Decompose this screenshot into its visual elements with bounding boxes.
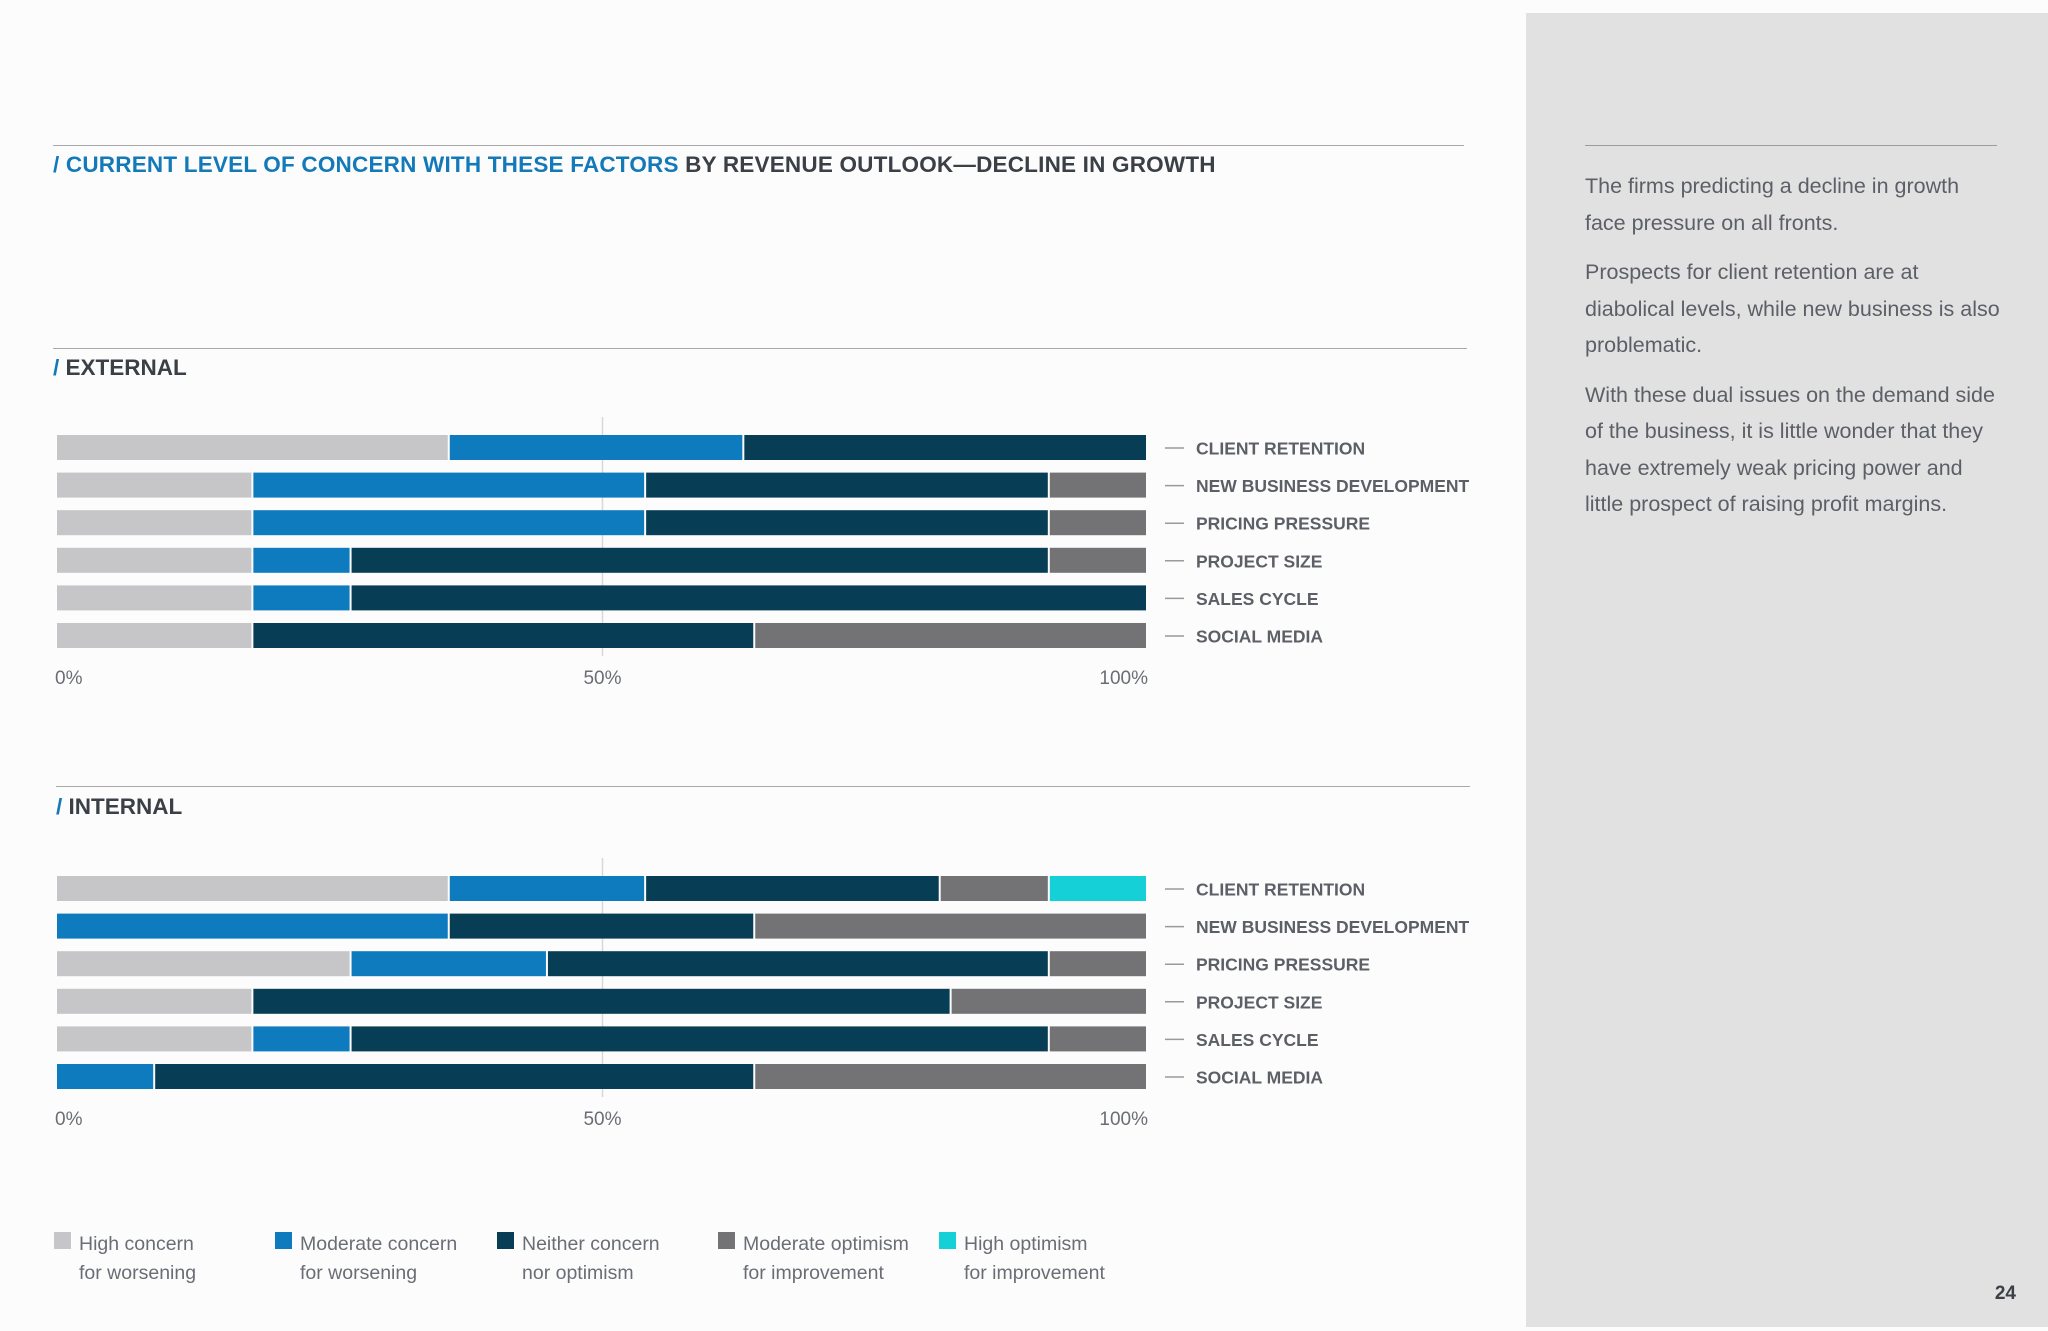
bar-segment-social-media-neither (253, 623, 754, 648)
internal-section-title: / INTERNAL (56, 794, 182, 820)
bar-segment-client-retention-neither (744, 435, 1146, 460)
bar-segment-sales-cycle-neither (351, 585, 1146, 611)
side-panel (1526, 13, 2048, 1327)
tick-label: 0% (55, 1109, 83, 1130)
bar-segment-pricing-pressure-moderate-concern (351, 951, 546, 977)
category-label-sales-cycle: SALES CYCLE (1196, 1030, 1319, 1050)
bar-segment-social-media-neither (155, 1064, 754, 1089)
internal-label: INTERNAL (68, 794, 183, 819)
bar-segment-pricing-pressure-high-concern (57, 951, 350, 977)
legend-swatch-high-concern (54, 1232, 71, 1249)
bar-segment-social-media-moderate-optimism (755, 1064, 1146, 1089)
bar-segment-client-retention-moderate-concern (449, 876, 645, 901)
bar-segment-client-retention-neither (646, 876, 939, 901)
page-title: / CURRENT LEVEL OF CONCERN WITH THESE FA… (53, 152, 1216, 178)
legend-swatch-neither (497, 1232, 514, 1249)
page-title-rest: BY REVENUE OUTLOOK—DECLINE IN GROWTH (678, 152, 1216, 177)
side-paragraph: With these dual issues on the demand sid… (1585, 382, 1995, 517)
bar-segment-new-business-development-moderate-optimism (755, 913, 1146, 939)
page-title-accent: / CURRENT LEVEL OF CONCERN WITH THESE FA… (53, 152, 679, 177)
bar-segment-project-size-neither (351, 547, 1048, 573)
bar-segment-project-size-moderate-concern (253, 547, 350, 573)
bar-segment-sales-cycle-high-concern (57, 585, 252, 611)
bar-segment-new-business-development-moderate-concern (253, 472, 645, 498)
bar-segment-pricing-pressure-neither (646, 510, 1048, 536)
tick-label: 100% (1099, 668, 1148, 689)
external-slash: / (53, 355, 66, 380)
side-commentary: The firms predicting a decline in growth… (1585, 168, 2005, 536)
bar-segment-project-size-moderate-optimism (951, 988, 1146, 1014)
bar-segment-sales-cycle-moderate-concern (253, 1026, 350, 1052)
legend-label-moderate-concern: Moderate concern for worsening (300, 1233, 458, 1284)
bar-segment-pricing-pressure-moderate-optimism (1049, 951, 1146, 977)
bar-segment-pricing-pressure-moderate-optimism (1049, 510, 1146, 536)
bar-segment-sales-cycle-neither (351, 1026, 1048, 1052)
bar-segment-pricing-pressure-high-concern (57, 510, 252, 536)
category-label-sales-cycle: SALES CYCLE (1196, 589, 1319, 609)
category-label-pricing-pressure: PRICING PRESSURE (1196, 955, 1370, 975)
external-label: EXTERNAL (65, 355, 187, 380)
bar-segment-sales-cycle-moderate-optimism (1049, 1026, 1146, 1052)
tick-label: 50% (583, 668, 621, 689)
bar-segment-social-media-moderate-concern (57, 1064, 154, 1089)
bar-segment-new-business-development-neither (449, 913, 754, 939)
category-label-pricing-pressure: PRICING PRESSURE (1196, 514, 1370, 534)
bar-segment-social-media-moderate-optimism (755, 623, 1146, 648)
bar-segment-new-business-development-neither (646, 472, 1048, 498)
tick-label: 0% (55, 668, 83, 689)
bar-segment-client-retention-high-concern (57, 876, 448, 901)
internal-slash: / (56, 794, 69, 819)
external-chart: CLIENT RETENTION NEW BUSINESS DEVELOPMENT… (55, 417, 1470, 689)
internal-chart: CLIENT RETENTION NEW BUSINESS DEVELOPMENT… (55, 858, 1470, 1130)
bar-segment-social-media-high-concern (57, 623, 252, 648)
legend-swatch-high-optimism (939, 1232, 956, 1249)
tick-label: 100% (1099, 1109, 1148, 1130)
side-paragraph: The firms predicting a decline in growth… (1585, 174, 1960, 235)
bar-segment-client-retention-moderate-concern (449, 435, 743, 460)
legend-label-neither: Neither concern nor optimism (522, 1233, 660, 1284)
category-label-social-media: SOCIAL MEDIA (1196, 627, 1323, 647)
external-rule (53, 348, 1467, 349)
bar-segment-client-retention-moderate-optimism (940, 876, 1048, 901)
category-label-new-business-development: NEW BUSINESS DEVELOPMENT (1196, 476, 1470, 496)
bar-segment-project-size-high-concern (57, 547, 252, 573)
bar-segment-project-size-high-concern (57, 988, 252, 1014)
bar-segment-project-size-neither (253, 988, 950, 1014)
bar-segment-sales-cycle-high-concern (57, 1026, 252, 1052)
legend-label-high-concern: High concern for worsening (79, 1233, 197, 1284)
category-label-new-business-development: NEW BUSINESS DEVELOPMENT (1196, 917, 1470, 937)
category-label-client-retention: CLIENT RETENTION (1196, 880, 1365, 900)
legend-swatch-moderate-optimism (718, 1232, 735, 1249)
bar-segment-new-business-development-high-concern (57, 472, 252, 498)
side-paragraph: Prospects for client retention are at di… (1585, 260, 2000, 357)
legend-swatch-moderate-concern (275, 1232, 292, 1249)
category-label-social-media: SOCIAL MEDIA (1196, 1068, 1323, 1088)
category-label-project-size: PROJECT SIZE (1196, 551, 1322, 571)
page-number: 24 (1994, 1283, 2016, 1304)
legend-label-high-optimism: High optimism for improvement (964, 1233, 1105, 1284)
side-rule (1585, 145, 1997, 146)
category-label-project-size: PROJECT SIZE (1196, 992, 1322, 1012)
category-label-client-retention: CLIENT RETENTION (1196, 439, 1365, 459)
bar-segment-sales-cycle-moderate-concern (253, 585, 350, 611)
bar-segment-pricing-pressure-moderate-concern (253, 510, 645, 536)
legend-label-moderate-optimism: Moderate optimism for improvement (743, 1233, 909, 1284)
bar-segment-client-retention-high-optimism (1049, 876, 1146, 901)
tick-label: 50% (583, 1109, 621, 1130)
bar-segment-new-business-development-moderate-optimism (1049, 472, 1146, 498)
bar-segment-client-retention-high-concern (57, 435, 448, 460)
bar-segment-new-business-development-moderate-concern (57, 913, 448, 939)
bar-segment-pricing-pressure-neither (547, 951, 1048, 977)
internal-rule (56, 786, 1470, 787)
bar-segment-project-size-moderate-optimism (1049, 547, 1146, 573)
external-section-title: / EXTERNAL (53, 355, 187, 381)
title-rule (53, 145, 1464, 146)
